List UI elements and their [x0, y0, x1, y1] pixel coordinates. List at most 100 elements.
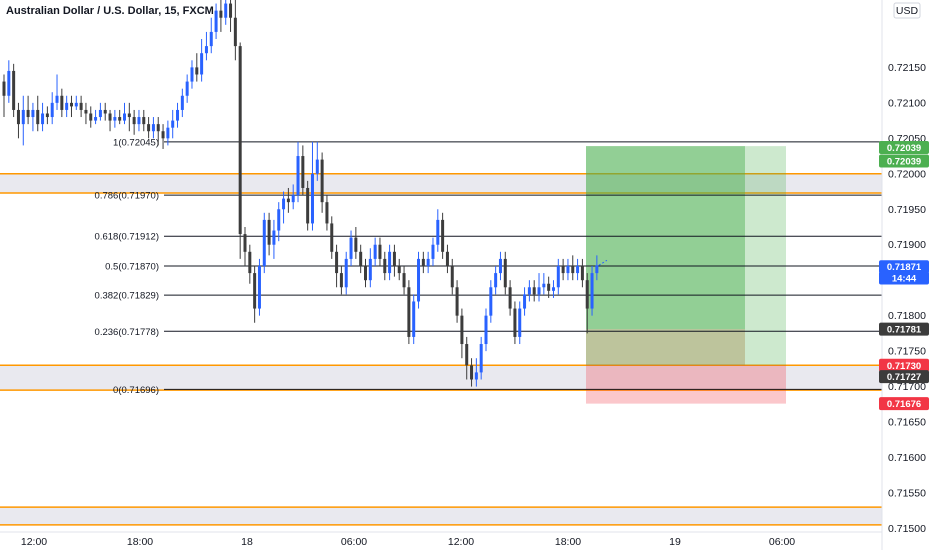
candle-body	[398, 266, 401, 273]
candle-body	[591, 273, 594, 308]
candle	[75, 96, 78, 110]
candle	[504, 252, 507, 295]
candle-body	[542, 284, 545, 288]
candle	[374, 238, 377, 266]
candle	[234, 0, 237, 60]
candle-body	[22, 110, 25, 124]
chart-title: Australian Dollar / U.S. Dollar, 15, FXC…	[6, 5, 214, 17]
candle	[186, 74, 189, 102]
candle	[84, 103, 87, 124]
candle-body	[229, 4, 232, 18]
price-tag-text: 14:44	[892, 274, 917, 285]
candle-body	[350, 238, 353, 259]
candle	[268, 213, 271, 256]
candle	[17, 103, 20, 138]
price-tag: 0.71676	[879, 397, 929, 410]
candle	[224, 0, 227, 25]
candle-body	[513, 309, 516, 337]
price-tag: 0.71781	[879, 323, 929, 336]
candle	[89, 106, 92, 127]
candle	[441, 213, 444, 259]
candle	[229, 0, 232, 32]
candle-body	[239, 46, 242, 234]
candle-body	[403, 273, 406, 287]
candle-body	[340, 273, 343, 287]
candle	[591, 266, 594, 316]
candle	[321, 153, 324, 213]
long-position-tool[interactable]	[586, 146, 786, 403]
candle-body	[518, 309, 521, 337]
candle-body	[441, 220, 444, 252]
candle-body	[499, 259, 502, 273]
candle-body	[431, 245, 434, 259]
candle	[253, 266, 256, 323]
candle-body	[316, 160, 319, 174]
candle-body	[388, 252, 391, 273]
candle-body	[12, 71, 15, 110]
candle	[263, 213, 266, 273]
candle-body	[17, 110, 20, 124]
candle-body	[470, 365, 473, 379]
candle	[528, 280, 531, 301]
candle	[489, 280, 492, 323]
candle-body	[7, 71, 10, 96]
candle-body	[166, 128, 169, 139]
candle-body	[485, 316, 488, 344]
candle	[272, 220, 275, 259]
candle-body	[407, 287, 410, 337]
candle-body	[460, 316, 463, 344]
candle-body	[277, 209, 280, 230]
loss-zone	[586, 365, 786, 403]
candle	[533, 280, 536, 301]
candle-body	[489, 287, 492, 315]
candle-body	[253, 273, 256, 308]
time-tick-label: 12:00	[21, 536, 47, 548]
candle-body	[272, 231, 275, 245]
candle	[523, 287, 526, 315]
candle	[301, 145, 304, 195]
candle	[244, 227, 247, 266]
candle-body	[137, 117, 140, 124]
price-tick-label: 0.72000	[888, 168, 926, 180]
candle	[422, 252, 425, 273]
candle-body	[581, 266, 584, 280]
candle	[36, 96, 39, 131]
candle	[311, 142, 314, 231]
candle	[123, 103, 126, 124]
candle-body	[523, 294, 526, 308]
candle-body	[75, 103, 78, 107]
candle-body	[494, 273, 497, 287]
candle	[109, 110, 112, 131]
candle-body	[27, 110, 30, 117]
candle-body	[456, 287, 459, 315]
price-tick-label: 0.71900	[888, 239, 926, 251]
candle-body	[65, 103, 68, 110]
candle	[431, 238, 434, 266]
candle-body	[359, 252, 362, 266]
fib-label-0.618: 0.618(0.71912)	[95, 232, 159, 243]
candle-body	[56, 96, 59, 103]
price-tag-text: 0.71727	[887, 372, 921, 383]
candle	[277, 202, 280, 241]
currency-button[interactable]: USD	[894, 3, 920, 18]
candle	[427, 252, 430, 273]
candle	[460, 309, 463, 359]
candle-body	[109, 113, 112, 120]
candle	[581, 259, 584, 287]
candle	[566, 259, 569, 280]
candle-body	[224, 4, 227, 18]
candle	[412, 294, 415, 344]
candle	[22, 96, 25, 146]
candle	[330, 216, 333, 259]
fib-label-0.786: 0.786(0.71970)	[95, 191, 159, 202]
candle	[538, 273, 541, 301]
candle-body	[436, 220, 439, 245]
price-tick-label: 0.71800	[888, 310, 926, 322]
candle-body	[292, 195, 295, 202]
candle	[99, 103, 102, 121]
candle	[282, 192, 285, 224]
price-axis-ticks: 0.721500.721000.720500.720000.719500.719…	[888, 62, 926, 535]
candle	[190, 60, 193, 88]
